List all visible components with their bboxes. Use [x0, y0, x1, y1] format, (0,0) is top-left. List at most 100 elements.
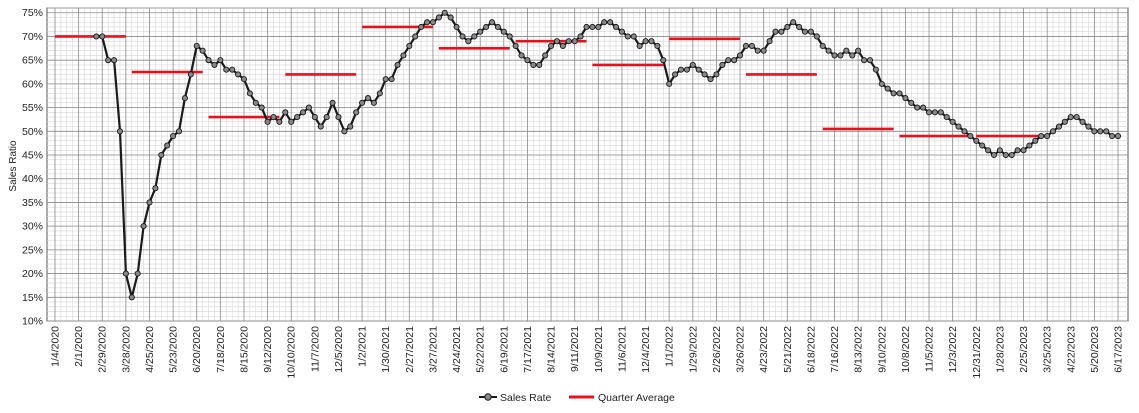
sales-rate-point: [229, 66, 236, 73]
quarter-average-series: [55, 25, 1048, 138]
x-tick-label: 7/17/2021: [522, 326, 534, 373]
sales-rate-point: [288, 118, 295, 125]
x-tick-label: 3/26/2022: [735, 326, 747, 373]
sales-rate-point: [453, 23, 460, 31]
y-tick-label: 30%: [22, 221, 43, 233]
sales-rate-point: [353, 109, 360, 116]
sales-rate-point: [258, 104, 265, 111]
y-axis-ticks: 10% 15% 20% 25% 30% 35% 40% 45% 50% 55% 60% 65% 70% 7…: [22, 7, 43, 327]
sales-rate-point: [429, 19, 437, 26]
sales-rate-point: [672, 71, 679, 78]
sales-rate-point: [1109, 132, 1116, 140]
x-tick-label: 7/18/2020: [215, 326, 227, 373]
sales-rate-point: [294, 114, 301, 121]
major-grid: [47, 8, 1128, 322]
y-tick-label: 70%: [22, 31, 43, 43]
x-tick-label: 3/27/2021: [427, 326, 439, 373]
sales-rate-point: [359, 99, 366, 106]
sales-rate-point: [105, 57, 112, 64]
x-tick-label: 2/26/2022: [711, 326, 723, 373]
sales-rate-point: [1091, 128, 1098, 135]
y-tick-label: 10%: [22, 316, 43, 328]
sales-rate-point: [961, 128, 968, 135]
sales-rate-point: [618, 28, 625, 35]
sales-rate-point: [731, 57, 738, 64]
x-tick-label: 1/4/2020: [50, 326, 62, 367]
x-tick-label: 12/5/2020: [333, 326, 345, 373]
sales-rate-point: [93, 33, 100, 40]
x-tick-label: 1/2/2021: [357, 326, 369, 367]
sales-rate-point: [164, 142, 171, 149]
sales-rate-point: [813, 33, 820, 40]
sales-rate-point: [223, 66, 230, 73]
sales-rate-point: [624, 33, 631, 40]
x-tick-label: 11/5/2022: [924, 326, 936, 372]
sales-rate-point: [341, 128, 348, 135]
sales-rate-point: [760, 47, 767, 54]
sales-rate-point: [849, 52, 856, 59]
sales-rate-point: [477, 28, 484, 35]
sales-rate-point: [914, 104, 921, 111]
sales-rate-point: [979, 142, 986, 149]
x-tick-label: 5/21/2022: [782, 326, 794, 373]
sales-rate-point: [967, 132, 974, 140]
x-tick-label: 3/25/2023: [1042, 326, 1054, 373]
x-tick-label: 6/20/2020: [191, 326, 203, 373]
sales-rate-point: [925, 109, 933, 116]
sales-rate-point: [837, 52, 844, 59]
sales-rate-point: [1008, 151, 1015, 159]
sales-rate-point: [677, 66, 685, 73]
sales-rate-point: [754, 47, 761, 54]
sales-rate-point: [559, 42, 566, 49]
sales-rate-point: [116, 128, 124, 135]
sales-rate-point: [1044, 132, 1051, 140]
x-tick-label: 4/22/2023: [1065, 326, 1077, 373]
sales-rate-point: [1032, 137, 1039, 144]
sales-rate-point: [666, 80, 673, 87]
sales-rate-point: [855, 47, 862, 54]
sales-rate-point: [719, 61, 726, 68]
x-tick-label: 8/15/2020: [238, 326, 250, 373]
x-tick-label: 3/28/2020: [120, 326, 132, 373]
sales-rate-point: [158, 151, 165, 159]
sales-rate-point: [246, 90, 253, 97]
sales-rate-point: [394, 61, 401, 68]
y-tick-label: 65%: [22, 55, 43, 67]
sales-rate-point: [1055, 123, 1062, 130]
sales-rate-point: [748, 42, 755, 49]
legend-label-sales-rate: Sales Rate: [500, 392, 552, 404]
sales-rate-point: [843, 47, 850, 54]
sales-rate-point: [500, 28, 507, 35]
sales-rate-point: [890, 90, 897, 97]
sales-rate-point: [122, 270, 129, 277]
sales-rate-point: [211, 61, 218, 68]
x-tick-label: 11/6/2021: [616, 326, 628, 372]
sales-rate-point: [630, 33, 637, 40]
sales-rate-point: [595, 23, 602, 31]
sales-rate-point: [872, 66, 879, 73]
sales-rate-point: [418, 23, 425, 31]
sales-rate-point: [949, 118, 956, 125]
sales-rate-point: [801, 28, 809, 35]
sales-rate-point: [902, 95, 909, 102]
x-tick-label: 6/18/2022: [805, 326, 817, 373]
legend-item-quarter-average: Quarter Average: [569, 392, 675, 404]
sales-rate-point: [335, 114, 342, 121]
sales-rate-point: [128, 294, 135, 301]
sales-rate-point: [146, 199, 153, 206]
x-tick-label: 2/27/2021: [404, 326, 416, 373]
x-tick-label: 10/8/2022: [900, 326, 912, 373]
sales-rate-point: [878, 80, 885, 87]
sales-rate-point: [772, 28, 779, 35]
sales-rate-point: [701, 71, 708, 78]
sales-rate-point: [931, 109, 938, 116]
sales-rate-point: [908, 99, 915, 106]
x-tick-label: 8/13/2022: [853, 326, 865, 373]
sales-rate-point: [553, 38, 561, 45]
sales-rate-point: [1020, 147, 1027, 154]
sales-rate-point: [707, 76, 714, 83]
sales-rate-point: [654, 42, 661, 49]
sales-rate-point: [240, 76, 248, 83]
sales-rate-point: [329, 99, 336, 106]
x-tick-label: 9/12/2020: [262, 326, 274, 373]
